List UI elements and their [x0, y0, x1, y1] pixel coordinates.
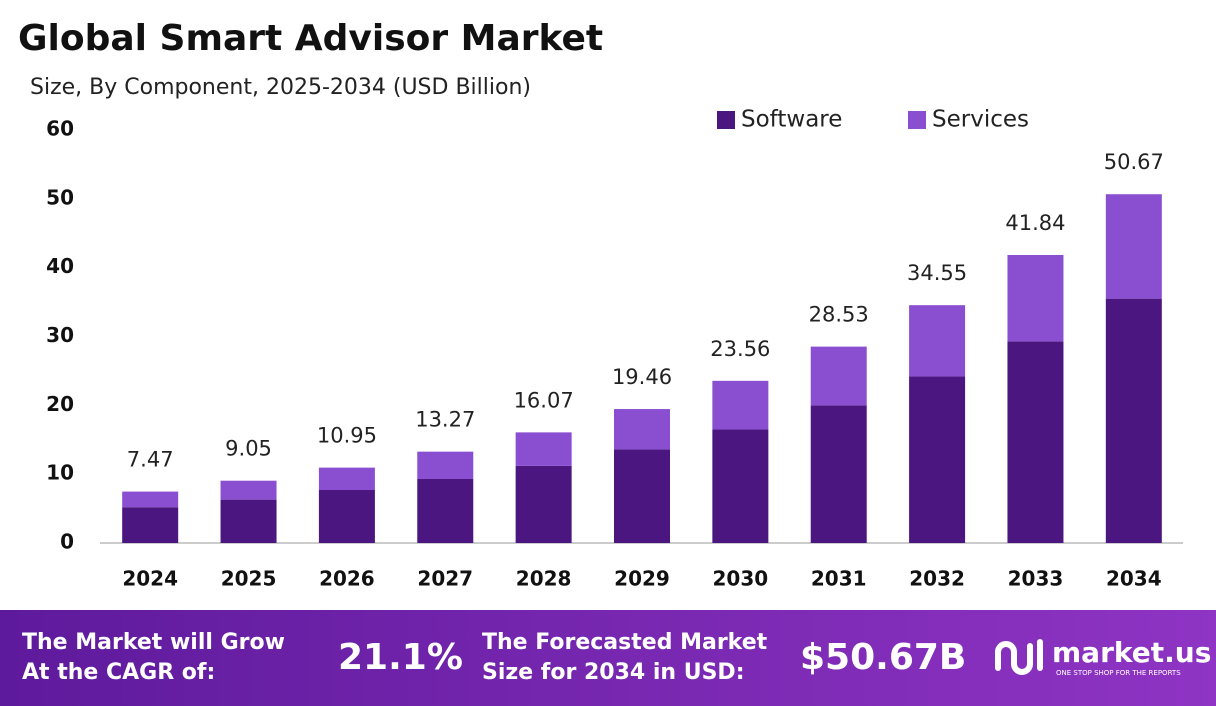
legend-label: Services	[932, 107, 1029, 133]
total-label: 13.27	[415, 408, 475, 432]
bar-segment	[810, 346, 867, 406]
bar-segment	[318, 467, 375, 490]
total-label: 41.84	[1005, 211, 1065, 235]
total-label: 23.56	[710, 337, 770, 361]
bar-segment	[1105, 298, 1162, 543]
total-label: 19.46	[612, 365, 672, 389]
bar-segment	[712, 429, 769, 543]
legend-swatch	[717, 111, 735, 129]
bar-segment	[220, 499, 277, 543]
x-tick-label: 2025	[221, 567, 277, 591]
x-tick-label: 2030	[713, 567, 769, 591]
bar-segment	[909, 305, 966, 377]
bar-segment	[220, 480, 277, 500]
chart-subtitle: Size, By Component, 2025-2034 (USD Billi…	[30, 75, 531, 100]
chart-title: Global Smart Advisor Market	[18, 18, 603, 59]
bar-segment	[515, 432, 572, 466]
bar-segment	[417, 478, 474, 543]
bar-segment	[712, 380, 769, 430]
cagr-value: 21.1%	[338, 637, 463, 678]
total-label: 9.05	[225, 437, 272, 461]
total-label: 10.95	[317, 424, 377, 448]
bar-segment	[318, 489, 375, 543]
total-label: 50.67	[1104, 150, 1164, 174]
bar-segment	[909, 376, 966, 543]
total-label: 16.07	[514, 388, 574, 412]
forecast-label: The Forecasted Market	[482, 630, 768, 655]
brand-name: market.us	[1052, 636, 1211, 669]
brand-logo	[995, 639, 1043, 675]
y-tick-label: 10	[46, 461, 74, 485]
bar-segment	[122, 507, 179, 543]
legend-swatch	[908, 111, 926, 129]
x-tick-label: 2024	[122, 567, 178, 591]
legend-label: Software	[741, 107, 842, 133]
bar-segment	[417, 451, 474, 479]
cagr-label: At the CAGR of:	[22, 660, 215, 685]
total-label: 28.53	[809, 303, 869, 327]
cagr-label: The Market will Grow	[22, 630, 285, 655]
y-tick-label: 20	[46, 392, 74, 416]
bar-segment	[614, 449, 670, 543]
forecast-value: $50.67B	[800, 637, 966, 678]
brand-tagline: ONE STOP SHOP FOR THE REPORTS	[1056, 669, 1181, 677]
y-tick-label: 40	[46, 254, 74, 278]
x-tick-label: 2027	[417, 567, 473, 591]
x-tick-label: 2032	[909, 567, 965, 591]
total-label: 34.55	[907, 261, 967, 285]
x-tick-label: 2033	[1008, 567, 1064, 591]
x-tick-label: 2034	[1106, 567, 1162, 591]
x-tick-label: 2028	[516, 567, 572, 591]
bar-segment	[1105, 194, 1162, 299]
x-tick-label: 2029	[614, 567, 670, 591]
y-tick-label: 60	[46, 117, 74, 141]
bar-segment	[810, 405, 867, 543]
x-tick-label: 2031	[811, 567, 867, 591]
bar-segment	[614, 409, 670, 450]
bar-segment	[1007, 255, 1064, 342]
y-tick-label: 30	[46, 323, 74, 347]
forecast-label: Size for 2034 in USD:	[482, 660, 745, 685]
bar-segment	[122, 491, 179, 508]
x-tick-label: 2026	[319, 567, 375, 591]
footer-band	[0, 610, 1216, 706]
bar-segment	[515, 465, 572, 543]
y-tick-label: 50	[46, 185, 74, 209]
y-tick-label: 0	[60, 530, 74, 554]
total-label: 7.47	[127, 448, 174, 472]
bar-segment	[1007, 341, 1064, 543]
